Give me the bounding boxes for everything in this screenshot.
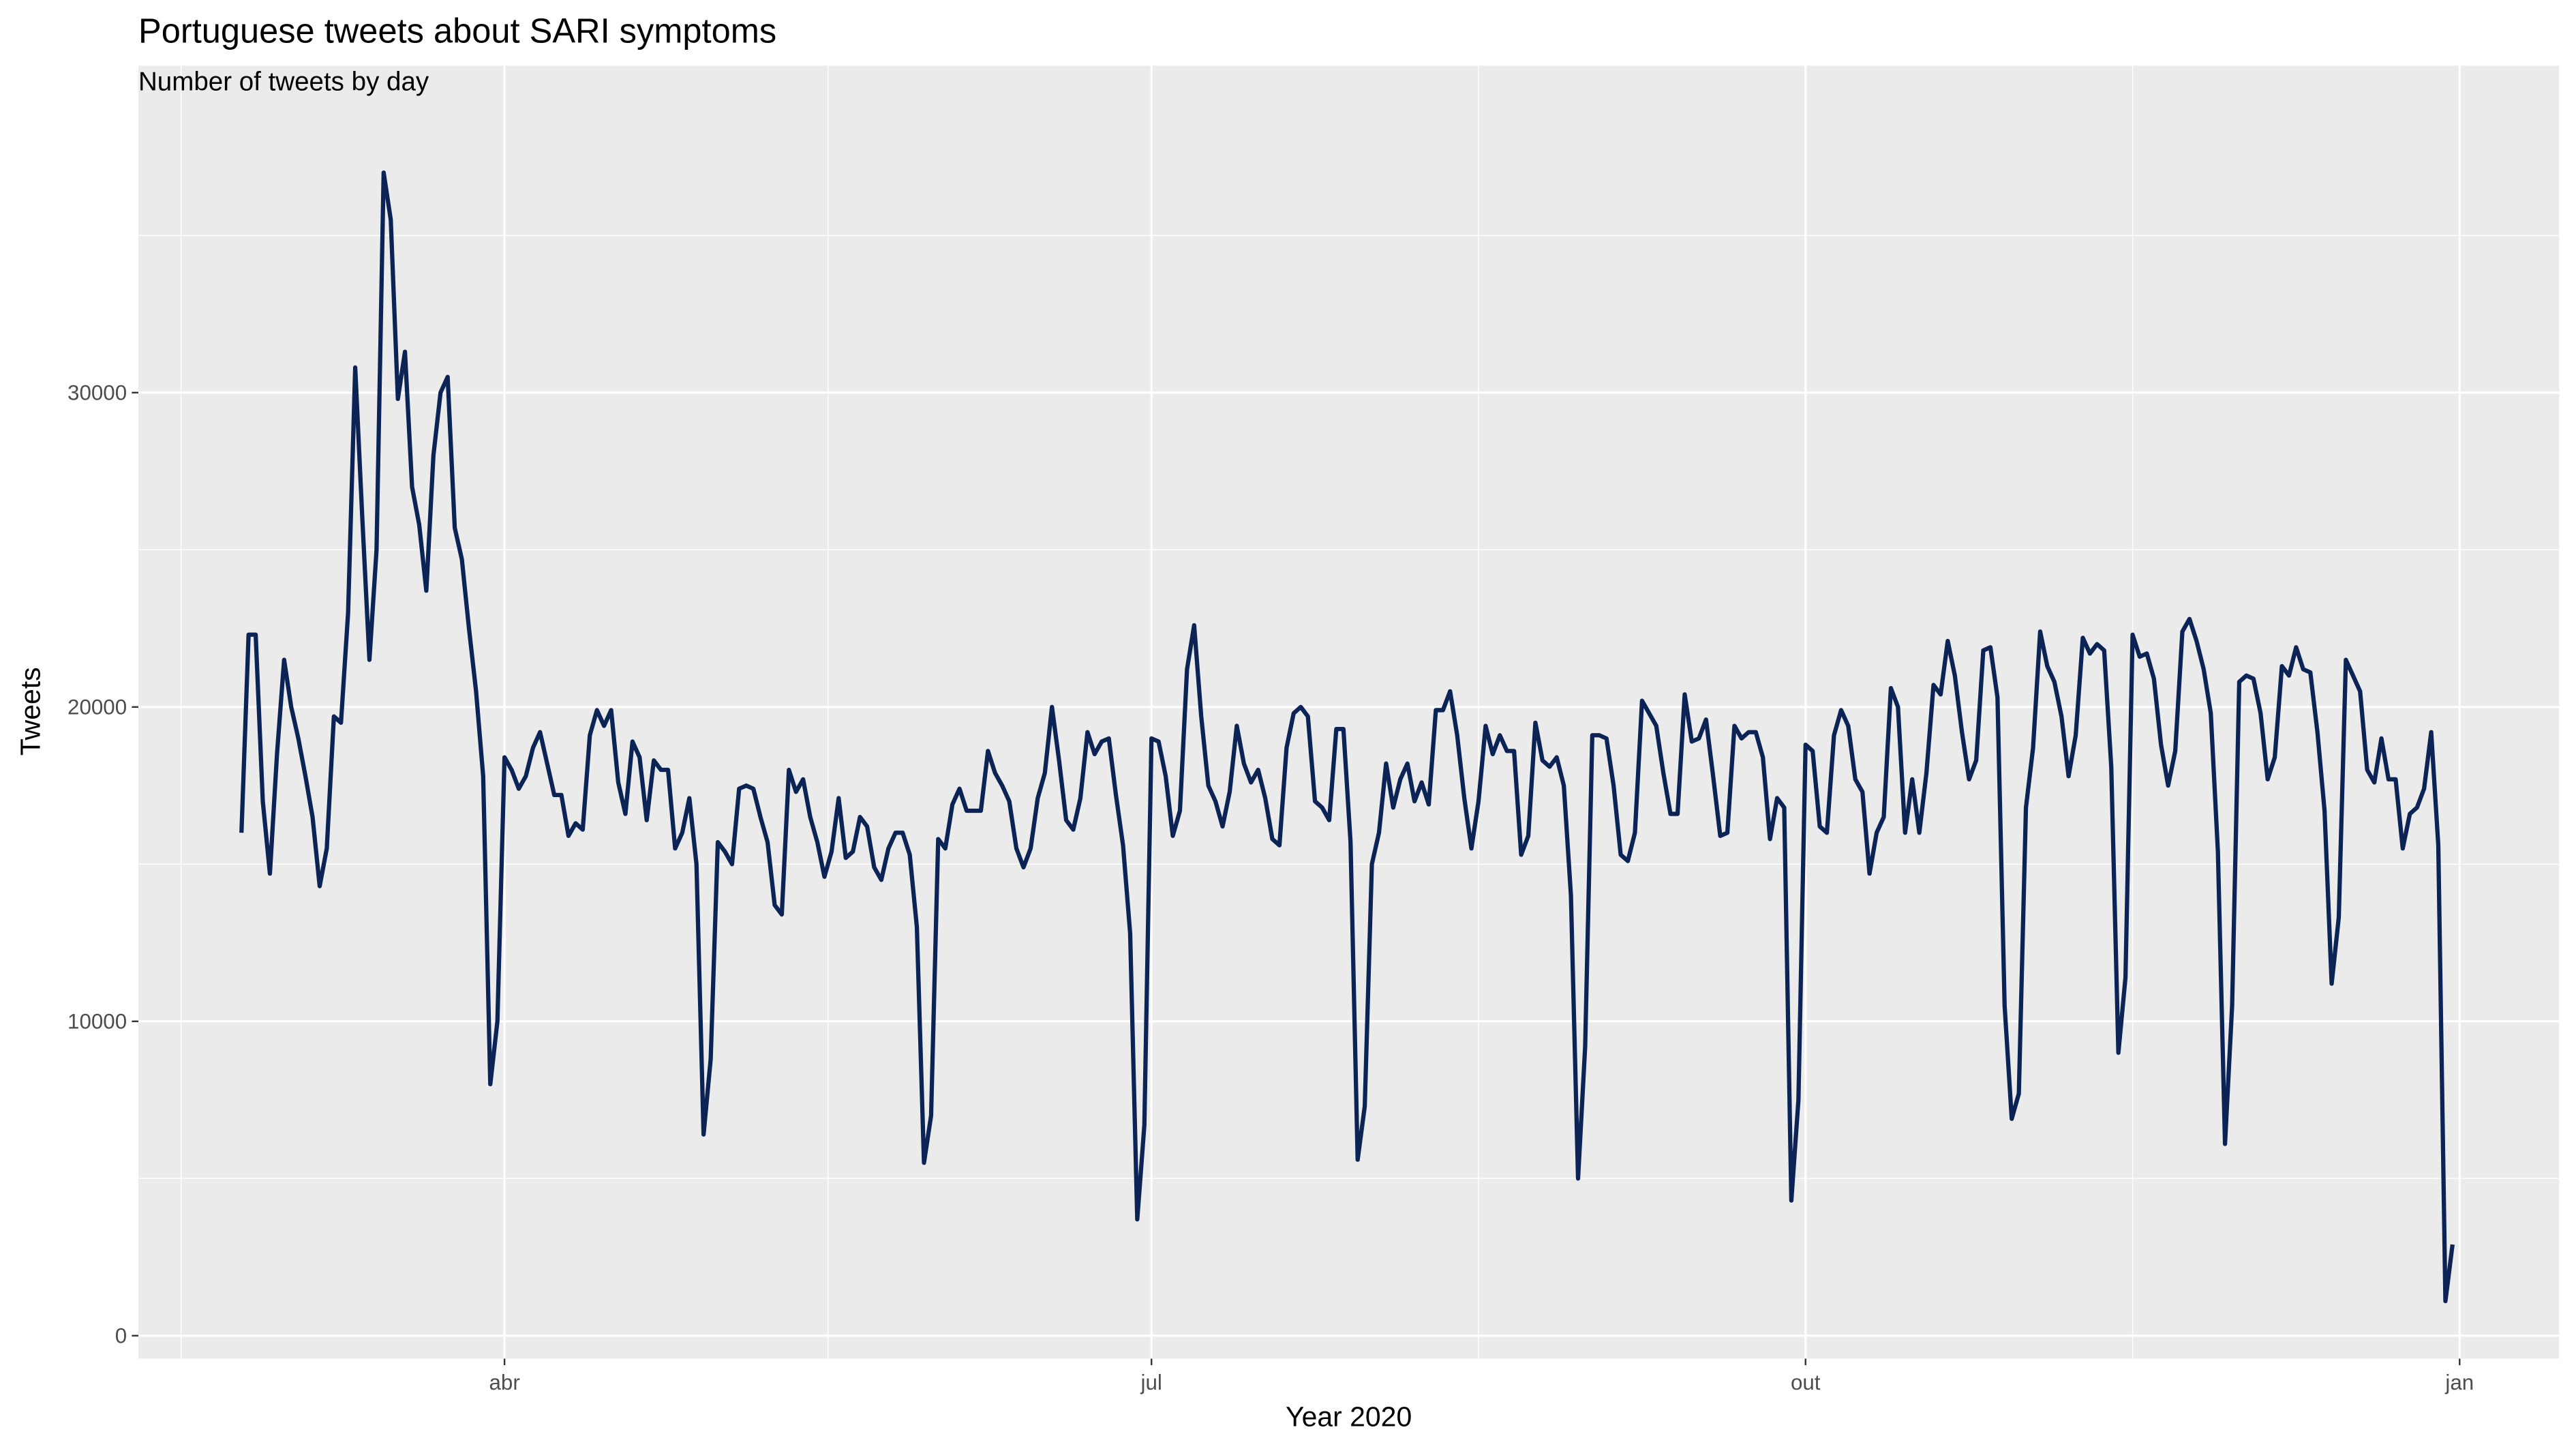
x-tick-label: jul: [1140, 1371, 1162, 1394]
chart-title: Portuguese tweets about SARI symptoms: [138, 12, 776, 50]
x-tick-label: abr: [489, 1371, 519, 1394]
data-line: [239, 170, 2455, 1304]
y-tick-label: 10000: [67, 1010, 127, 1034]
y-tick-label: 20000: [67, 696, 127, 719]
x-tick-label: out: [1791, 1371, 1821, 1394]
y-tick-label: 30000: [67, 381, 127, 405]
y-tick-label: 0: [115, 1324, 127, 1348]
x-axis-label: Year 2020: [1286, 1401, 1412, 1432]
y-axis-label: Tweets: [14, 667, 46, 756]
plot-panel: [138, 65, 2560, 1359]
x-tick-label: jan: [2444, 1371, 2474, 1394]
chart-subtitle: Number of tweets by day: [138, 68, 429, 97]
